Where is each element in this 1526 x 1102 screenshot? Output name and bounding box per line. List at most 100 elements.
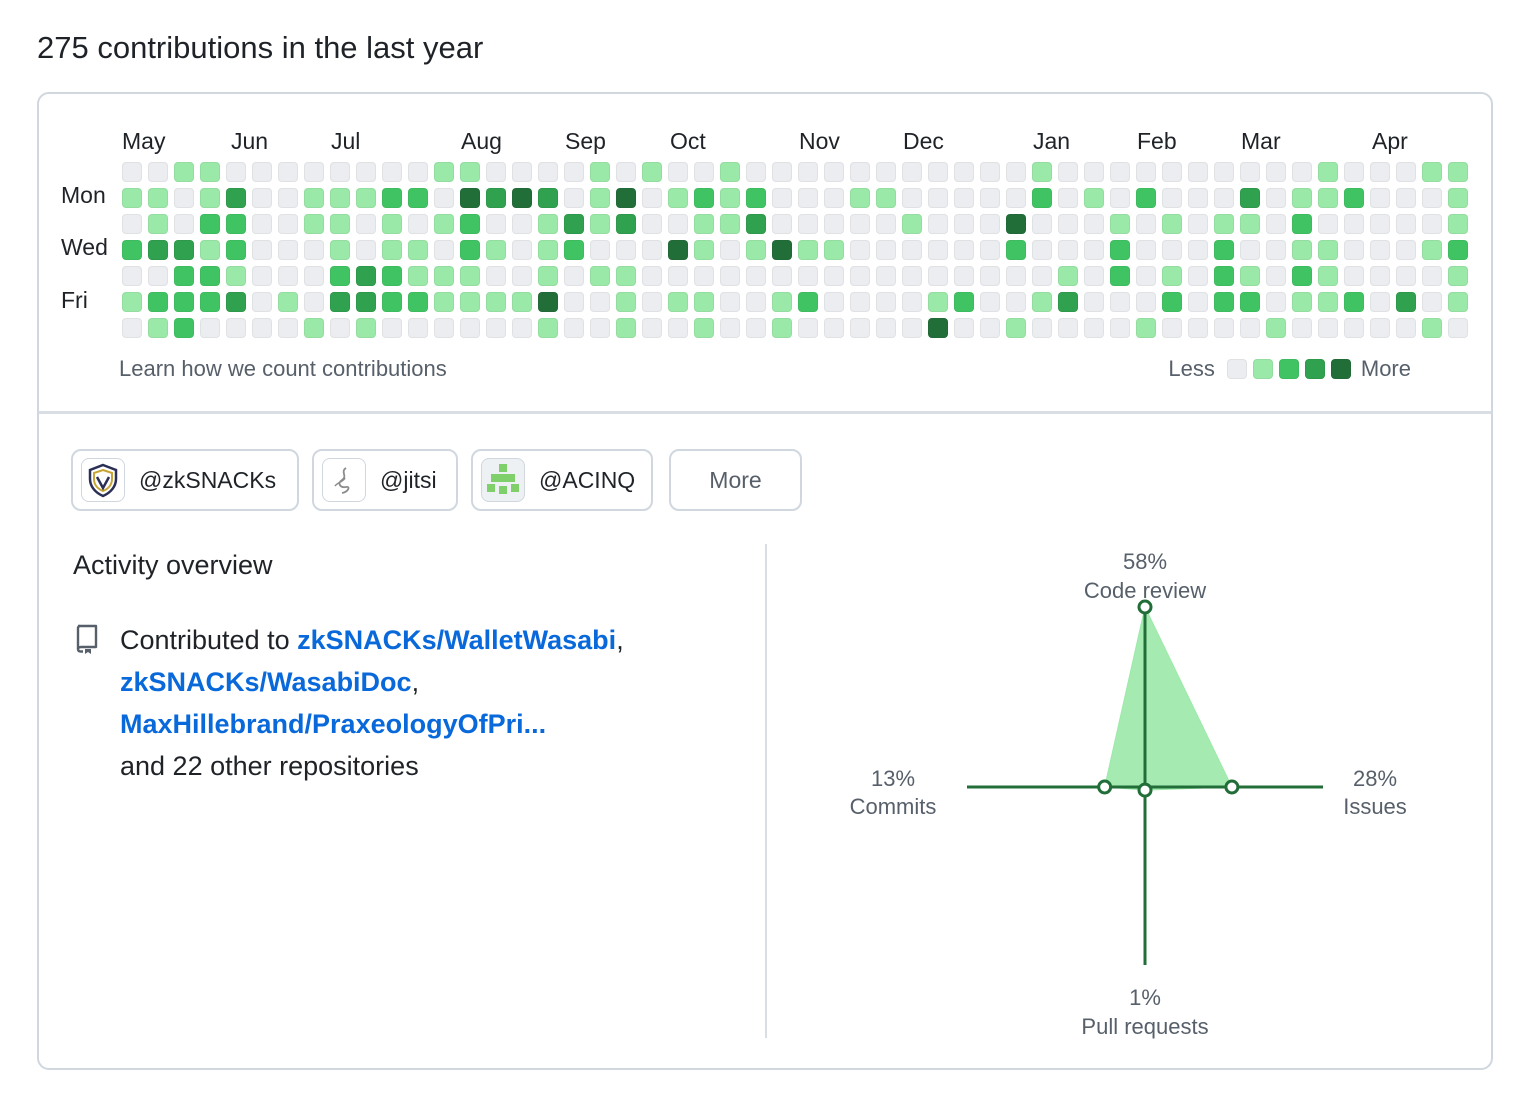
contribution-day[interactable] bbox=[1318, 318, 1338, 338]
contribution-day[interactable] bbox=[460, 292, 480, 312]
contribution-day[interactable] bbox=[772, 240, 792, 260]
contribution-day[interactable] bbox=[382, 240, 402, 260]
contribution-day[interactable] bbox=[1136, 240, 1156, 260]
contribution-day[interactable] bbox=[824, 162, 844, 182]
contribution-day[interactable] bbox=[590, 266, 610, 286]
contribution-day[interactable] bbox=[1240, 292, 1260, 312]
contribution-day[interactable] bbox=[1032, 188, 1052, 208]
contribution-day[interactable] bbox=[928, 318, 948, 338]
contribution-day[interactable] bbox=[252, 214, 272, 234]
contribution-day[interactable] bbox=[772, 266, 792, 286]
contribution-day[interactable] bbox=[1188, 292, 1208, 312]
contribution-day[interactable] bbox=[1188, 240, 1208, 260]
contribution-day[interactable] bbox=[1214, 318, 1234, 338]
contribution-day[interactable] bbox=[694, 266, 714, 286]
contribution-day[interactable] bbox=[1006, 318, 1026, 338]
contribution-day[interactable] bbox=[538, 240, 558, 260]
contribution-day[interactable] bbox=[1110, 188, 1130, 208]
contribution-day[interactable] bbox=[1136, 162, 1156, 182]
contribution-day[interactable] bbox=[538, 162, 558, 182]
contribution-day[interactable] bbox=[408, 240, 428, 260]
contribution-day[interactable] bbox=[460, 162, 480, 182]
contribution-day[interactable] bbox=[434, 240, 454, 260]
contribution-day[interactable] bbox=[590, 188, 610, 208]
contribution-day[interactable] bbox=[278, 292, 298, 312]
contribution-day[interactable] bbox=[928, 266, 948, 286]
contribution-day[interactable] bbox=[538, 188, 558, 208]
contribution-day[interactable] bbox=[434, 214, 454, 234]
contribution-day[interactable] bbox=[382, 292, 402, 312]
contribution-day[interactable] bbox=[512, 188, 532, 208]
contribution-day[interactable] bbox=[1032, 266, 1052, 286]
contribution-day[interactable] bbox=[538, 214, 558, 234]
contribution-day[interactable] bbox=[434, 162, 454, 182]
contribution-day[interactable] bbox=[122, 162, 142, 182]
contribution-day[interactable] bbox=[148, 214, 168, 234]
contribution-day[interactable] bbox=[1370, 318, 1390, 338]
contribution-day[interactable] bbox=[798, 266, 818, 286]
contribution-day[interactable] bbox=[850, 162, 870, 182]
contribution-day[interactable] bbox=[434, 318, 454, 338]
contribution-day[interactable] bbox=[824, 266, 844, 286]
contribution-day[interactable] bbox=[1084, 292, 1104, 312]
contribution-day[interactable] bbox=[486, 318, 506, 338]
contribution-day[interactable] bbox=[512, 162, 532, 182]
contribution-day[interactable] bbox=[1448, 162, 1468, 182]
contribution-day[interactable] bbox=[122, 188, 142, 208]
contribution-day[interactable] bbox=[174, 266, 194, 286]
contribution-day[interactable] bbox=[1370, 292, 1390, 312]
contribution-day[interactable] bbox=[200, 266, 220, 286]
contribution-day[interactable] bbox=[330, 162, 350, 182]
contribution-day[interactable] bbox=[512, 240, 532, 260]
contribution-day[interactable] bbox=[1188, 214, 1208, 234]
contribution-day[interactable] bbox=[954, 214, 974, 234]
more-orgs-button[interactable]: More bbox=[669, 449, 802, 511]
contribution-day[interactable] bbox=[1110, 318, 1130, 338]
contribution-day[interactable] bbox=[720, 240, 740, 260]
contribution-day[interactable] bbox=[1110, 292, 1130, 312]
contribution-day[interactable] bbox=[1188, 188, 1208, 208]
repo-link-walletwasabi[interactable]: zkSNACKs/WalletWasabi bbox=[297, 625, 617, 655]
contribution-day[interactable] bbox=[954, 318, 974, 338]
contribution-day[interactable] bbox=[694, 162, 714, 182]
contribution-day[interactable] bbox=[382, 318, 402, 338]
contribution-day[interactable] bbox=[304, 240, 324, 260]
contribution-day[interactable] bbox=[1162, 214, 1182, 234]
contribution-day[interactable] bbox=[720, 188, 740, 208]
contribution-day[interactable] bbox=[226, 188, 246, 208]
contribution-day[interactable] bbox=[1422, 318, 1442, 338]
learn-contributions-link[interactable]: Learn how we count contributions bbox=[119, 356, 447, 381]
contribution-day[interactable] bbox=[1292, 318, 1312, 338]
contribution-day[interactable] bbox=[174, 162, 194, 182]
contribution-day[interactable] bbox=[1084, 318, 1104, 338]
contribution-day[interactable] bbox=[876, 240, 896, 260]
contribution-day[interactable] bbox=[564, 214, 584, 234]
contribution-day[interactable] bbox=[408, 266, 428, 286]
contribution-day[interactable] bbox=[1006, 214, 1026, 234]
contribution-day[interactable] bbox=[668, 318, 688, 338]
contribution-day[interactable] bbox=[122, 292, 142, 312]
contribution-day[interactable] bbox=[668, 240, 688, 260]
contribution-day[interactable] bbox=[616, 292, 636, 312]
contribution-day[interactable] bbox=[564, 266, 584, 286]
contribution-day[interactable] bbox=[408, 318, 428, 338]
contribution-day[interactable] bbox=[1214, 214, 1234, 234]
contribution-day[interactable] bbox=[1006, 266, 1026, 286]
contribution-day[interactable] bbox=[278, 318, 298, 338]
contribution-day[interactable] bbox=[1422, 240, 1442, 260]
contribution-day[interactable] bbox=[226, 214, 246, 234]
contribution-day[interactable] bbox=[1344, 240, 1364, 260]
contribution-day[interactable] bbox=[564, 292, 584, 312]
contribution-day[interactable] bbox=[1084, 266, 1104, 286]
contribution-day[interactable] bbox=[1058, 162, 1078, 182]
contribution-day[interactable] bbox=[226, 162, 246, 182]
contribution-day[interactable] bbox=[616, 162, 636, 182]
contribution-day[interactable] bbox=[278, 240, 298, 260]
contribution-day[interactable] bbox=[720, 266, 740, 286]
contribution-day[interactable] bbox=[460, 318, 480, 338]
contribution-day[interactable] bbox=[382, 266, 402, 286]
contribution-day[interactable] bbox=[928, 162, 948, 182]
contribution-day[interactable] bbox=[772, 214, 792, 234]
contribution-day[interactable] bbox=[330, 266, 350, 286]
contribution-day[interactable] bbox=[1266, 240, 1286, 260]
